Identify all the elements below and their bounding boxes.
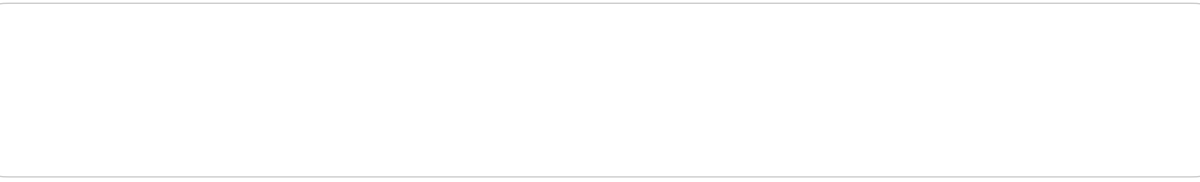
Text: . This result is: . This result is	[1072, 33, 1196, 51]
Text: $\mathdefault{\frac{1}{2}}MR^2$: $\mathdefault{\frac{1}{2}}MR^2$	[1016, 23, 1072, 58]
Text: density disk whose mass is 18 kg and radius is 0.12 m makes one complete rotatio: density disk whose mass is 18 kg and rad…	[22, 136, 895, 154]
Text: obtained by using integral calculus to add up the contributions of all the atoms: obtained by using integral calculus to a…	[22, 76, 1200, 94]
Text: of the atoms are near the center and some are far from the center; the factor of: of the atoms are near the center and som…	[22, 106, 1200, 124]
Text: The moment of inertia of a uniform-density disk rotating about an axle through i: The moment of inertia of a uniform-densi…	[22, 33, 1016, 51]
